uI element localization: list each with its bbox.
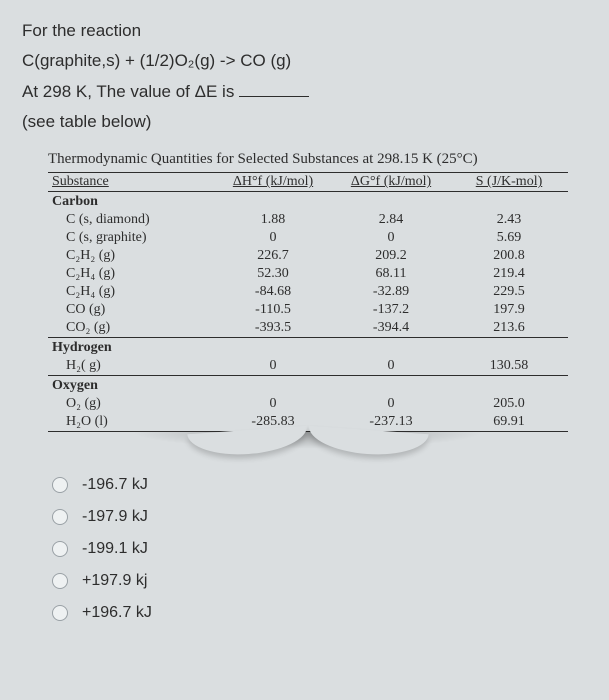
radio-icon[interactable] bbox=[52, 477, 68, 493]
cell-dh: 0 bbox=[214, 357, 332, 376]
answer-option[interactable]: +197.9 kj bbox=[52, 572, 587, 590]
answer-option[interactable]: -197.9 kJ bbox=[52, 508, 587, 526]
table-row: H₂( g)00130.58 bbox=[48, 357, 568, 376]
cell-dg: 0 bbox=[332, 395, 450, 413]
cell-s: 5.69 bbox=[450, 229, 568, 247]
option-label: -196.7 kJ bbox=[82, 476, 148, 494]
cell-dh: -393.5 bbox=[214, 319, 332, 338]
question-line-3: At 298 K, The value of ΔE is bbox=[22, 79, 587, 105]
table-title: Thermodynamic Quantities for Selected Su… bbox=[48, 151, 587, 168]
table-row: CO₂ (g)-393.5-394.4213.6 bbox=[48, 319, 568, 338]
table-row: C₂H₄ (g)-84.68-32.89229.5 bbox=[48, 283, 568, 301]
option-label: -197.9 kJ bbox=[82, 508, 148, 526]
radio-icon[interactable] bbox=[52, 509, 68, 525]
cell-substance: CO₂ (g) bbox=[48, 319, 214, 338]
table-row: C₂H₄ (g)52.3068.11219.4 bbox=[48, 265, 568, 283]
cell-s: 229.5 bbox=[450, 283, 568, 301]
table-header-row: Substance ΔH°f (kJ/mol) ΔG°f (kJ/mol) S … bbox=[48, 173, 568, 192]
col-dh: ΔH°f (kJ/mol) bbox=[214, 173, 332, 192]
cell-dh: 0 bbox=[214, 395, 332, 413]
cell-dg: -137.2 bbox=[332, 301, 450, 319]
cell-substance: H₂O (l) bbox=[48, 413, 214, 432]
cell-substance: C₂H₄ (g) bbox=[48, 283, 214, 301]
cell-dg: 68.11 bbox=[332, 265, 450, 283]
q3-pre: At 298 K, The value of ΔE is bbox=[22, 82, 239, 101]
radio-icon[interactable] bbox=[52, 573, 68, 589]
cell-dh: -110.5 bbox=[214, 301, 332, 319]
cell-s: 197.9 bbox=[450, 301, 568, 319]
table-row: CO (g)-110.5-137.2197.9 bbox=[48, 301, 568, 319]
table-row: C (s, graphite)005.69 bbox=[48, 229, 568, 247]
cell-substance: C (s, diamond) bbox=[48, 211, 214, 229]
cell-substance: CO (g) bbox=[48, 301, 214, 319]
group-name: Oxygen bbox=[48, 376, 568, 396]
cell-s: 130.58 bbox=[450, 357, 568, 376]
cell-dg: 209.2 bbox=[332, 247, 450, 265]
cell-s: 205.0 bbox=[450, 395, 568, 413]
thermo-table: Substance ΔH°f (kJ/mol) ΔG°f (kJ/mol) S … bbox=[48, 172, 568, 432]
cell-s: 69.91 bbox=[450, 413, 568, 432]
question-line-2: C(graphite,s) + (1/2)O₂(g) -> CO (g) bbox=[22, 48, 587, 74]
col-substance: Substance bbox=[48, 173, 214, 192]
table-row: H₂O (l)-285.83-237.1369.91 bbox=[48, 413, 568, 432]
cell-dg: 2.84 bbox=[332, 211, 450, 229]
cell-substance: H₂( g) bbox=[48, 357, 214, 376]
col-dg: ΔG°f (kJ/mol) bbox=[332, 173, 450, 192]
cell-s: 2.43 bbox=[450, 211, 568, 229]
cell-dg: -394.4 bbox=[332, 319, 450, 338]
col-s: S (J/K-mol) bbox=[450, 173, 568, 192]
cell-substance: C (s, graphite) bbox=[48, 229, 214, 247]
radio-icon[interactable] bbox=[52, 605, 68, 621]
cell-dh: -84.68 bbox=[214, 283, 332, 301]
table-row: C₂H₂ (g)226.7209.2200.8 bbox=[48, 247, 568, 265]
cell-substance: C₂H₂ (g) bbox=[48, 247, 214, 265]
cell-dh: 226.7 bbox=[214, 247, 332, 265]
answer-option[interactable]: -199.1 kJ bbox=[52, 540, 587, 558]
group-name: Hydrogen bbox=[48, 338, 568, 358]
question-line-1: For the reaction bbox=[22, 18, 587, 44]
cell-dg: 0 bbox=[332, 357, 450, 376]
cell-substance: C₂H₄ (g) bbox=[48, 265, 214, 283]
cell-dg: 0 bbox=[332, 229, 450, 247]
answer-options: -196.7 kJ -197.9 kJ -199.1 kJ +197.9 kj +196… bbox=[52, 476, 587, 622]
cell-dg: -32.89 bbox=[332, 283, 450, 301]
cell-s: 200.8 bbox=[450, 247, 568, 265]
radio-icon[interactable] bbox=[52, 541, 68, 557]
cell-s: 213.6 bbox=[450, 319, 568, 338]
table-row: O₂ (g)00205.0 bbox=[48, 395, 568, 413]
cell-s: 219.4 bbox=[450, 265, 568, 283]
cell-dh: 0 bbox=[214, 229, 332, 247]
cell-dh: 1.88 bbox=[214, 211, 332, 229]
question-line-4: (see table below) bbox=[22, 109, 587, 135]
option-label: -199.1 kJ bbox=[82, 540, 148, 558]
option-label: +196.7 kJ bbox=[82, 604, 152, 622]
paper-shadow bbox=[48, 432, 568, 466]
option-label: +197.9 kj bbox=[82, 572, 147, 590]
table-group-header: Carbon bbox=[48, 192, 568, 212]
cell-substance: O₂ (g) bbox=[48, 395, 214, 413]
table-group-header: Hydrogen bbox=[48, 338, 568, 358]
answer-option[interactable]: +196.7 kJ bbox=[52, 604, 587, 622]
answer-option[interactable]: -196.7 kJ bbox=[52, 476, 587, 494]
blank-field bbox=[239, 80, 309, 97]
cell-dh: 52.30 bbox=[214, 265, 332, 283]
group-name: Carbon bbox=[48, 192, 568, 212]
table-row: C (s, diamond)1.882.842.43 bbox=[48, 211, 568, 229]
table-group-header: Oxygen bbox=[48, 376, 568, 396]
